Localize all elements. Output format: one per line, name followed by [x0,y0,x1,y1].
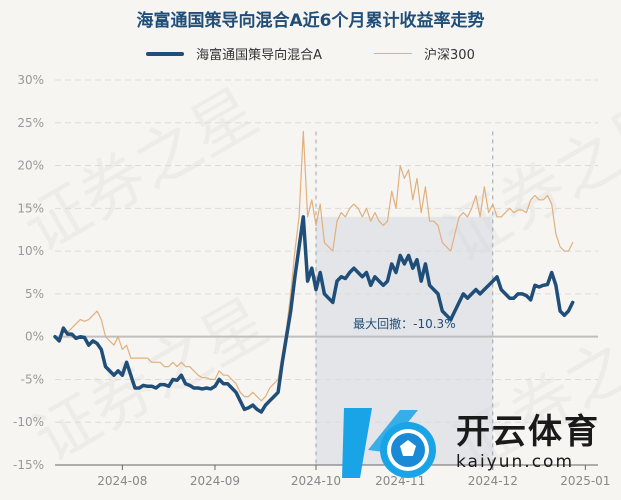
logo-subtext: kaiyun.com [456,452,575,472]
kaiyun-logo: 开云体育 kaiyun.com [338,398,608,488]
x-tick-label: 2024-09 [190,474,240,488]
legend: 海富通国策导向混合A 沪深300 [0,44,621,63]
legend-item-index[interactable]: 沪深300 [374,44,475,63]
y-tick-label: 5% [25,287,44,301]
legend-label-fund: 海富通国策导向混合A [196,48,323,63]
x-tick-label: 2024-10 [291,474,341,488]
y-tick-label: 25% [17,116,44,130]
y-tick-label: -10% [13,415,44,429]
x-tick-label: 2024-12 [468,474,518,488]
legend-swatch-fund [146,51,185,56]
legend-label-index: 沪深300 [424,48,475,63]
y-tick-label: 0% [25,330,44,344]
series-line-index [54,130,574,402]
series-line-fund [53,215,575,414]
legend-item-fund[interactable]: 海富通国策导向混合A [146,44,322,63]
legend-swatch-index [374,53,413,54]
y-tick-label: -5% [21,372,44,386]
logo-text: 开云体育 [456,412,600,452]
x-tick-label: 2025-01 [560,474,610,488]
y-tick-label: 10% [17,244,44,258]
logo-k-icon [342,408,436,478]
y-tick-label: 15% [17,201,44,215]
drawdown-annotation: 最大回撤：-10.3% [353,316,455,331]
y-tick-label: 30% [17,73,44,87]
chart-title: 海富通国策导向混合A近6个月累计收益率走势 [136,11,485,31]
y-tick-label: -15% [13,458,44,472]
x-tick-label: 2024-08 [97,474,147,488]
y-tick-label: 20% [17,159,44,173]
